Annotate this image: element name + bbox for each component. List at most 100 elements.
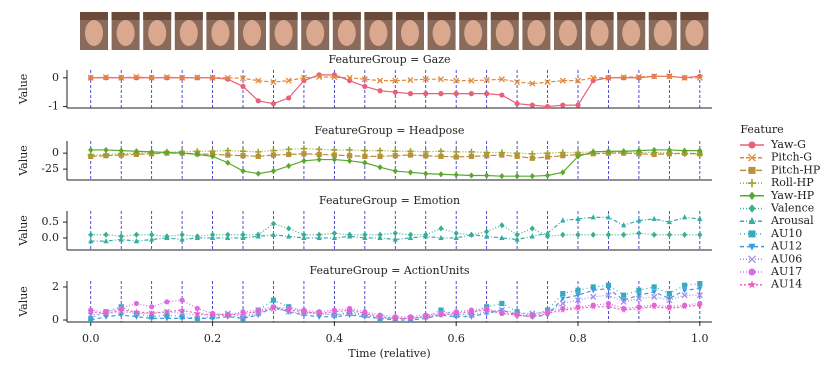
face (243, 20, 261, 46)
data-point (224, 74, 231, 81)
data-point (164, 312, 170, 318)
data-point (590, 231, 596, 238)
face-thumbnail (585, 12, 614, 50)
data-point (118, 236, 124, 242)
face (274, 20, 293, 46)
hair (143, 12, 172, 20)
data-point (666, 73, 673, 80)
data-point (301, 231, 307, 238)
data-point (666, 305, 673, 312)
data-point (270, 297, 277, 303)
data-point (453, 230, 459, 237)
data-point (255, 98, 261, 104)
data-point (575, 287, 581, 293)
hair (680, 12, 709, 20)
data-point (438, 234, 444, 241)
y-tick-label: 0 (52, 313, 59, 326)
data-point (650, 303, 658, 310)
data-point (224, 311, 232, 318)
legend-label: Yaw-G (770, 138, 806, 151)
x-tick-label: 0.6 (447, 332, 465, 345)
data-point (666, 296, 672, 302)
data-point (377, 77, 384, 84)
data-point (574, 297, 582, 304)
data-point (590, 293, 597, 300)
data-point (468, 310, 475, 317)
data-point (529, 313, 536, 320)
face-thumbnail (459, 12, 488, 50)
data-point (483, 306, 490, 313)
data-point (347, 233, 353, 239)
data-point (438, 225, 444, 232)
data-point (164, 149, 170, 156)
data-point (437, 76, 445, 83)
data-point (666, 297, 673, 304)
data-point (544, 310, 551, 317)
data-point (422, 76, 429, 83)
data-point (133, 73, 140, 80)
data-point (605, 214, 612, 220)
face-thumbnail (143, 12, 172, 50)
data-point (544, 150, 551, 157)
data-point (544, 230, 551, 236)
hair (459, 12, 488, 20)
data-point (514, 173, 520, 180)
data-point (103, 146, 109, 154)
data-point (620, 306, 627, 313)
panel-title: FeatureGroup = Emotion (319, 194, 460, 207)
data-point (407, 231, 414, 238)
data-point (270, 101, 277, 107)
face (432, 20, 451, 46)
data-point (697, 231, 703, 238)
data-point (468, 153, 475, 159)
data-point (590, 214, 596, 220)
data-point (392, 236, 398, 242)
data-point (696, 301, 704, 308)
data-point (529, 225, 535, 232)
data-point (209, 311, 216, 318)
data-point (392, 148, 399, 155)
data-point (590, 303, 597, 310)
data-point (498, 149, 505, 156)
legend-marker (747, 178, 757, 188)
data-point (499, 92, 505, 98)
data-point (88, 231, 94, 238)
data-point (301, 151, 307, 157)
y-tick-label: 2 (52, 280, 59, 293)
data-point (225, 234, 231, 241)
data-point (651, 215, 657, 222)
data-point (225, 152, 231, 158)
data-point (651, 231, 657, 238)
legend-label: Roll-HP (771, 176, 814, 189)
data-point (347, 309, 353, 315)
data-point (544, 154, 551, 160)
data-point (331, 74, 338, 81)
data-point (499, 222, 505, 229)
data-point (255, 233, 261, 239)
data-point (164, 234, 170, 241)
data-point (240, 231, 246, 238)
data-point (285, 146, 292, 153)
y-tick-label: -1 (48, 100, 59, 113)
data-point (575, 102, 581, 108)
data-point (529, 155, 535, 161)
data-point (316, 156, 322, 163)
data-point (286, 162, 292, 170)
data-point (286, 95, 292, 101)
data-point (209, 74, 216, 81)
data-point (423, 233, 429, 239)
legend-marker (748, 141, 756, 149)
data-point (194, 234, 200, 241)
data-point (453, 148, 460, 155)
face-thumbnail (206, 12, 235, 50)
data-point (301, 234, 307, 241)
data-point (438, 153, 444, 159)
data-point (255, 148, 262, 155)
data-point (225, 159, 231, 166)
y-tick-label: 0.0 (42, 231, 60, 244)
data-point (164, 299, 170, 305)
hair (301, 12, 330, 20)
data-point (300, 308, 308, 315)
data-point (392, 77, 399, 84)
data-point (438, 171, 444, 178)
